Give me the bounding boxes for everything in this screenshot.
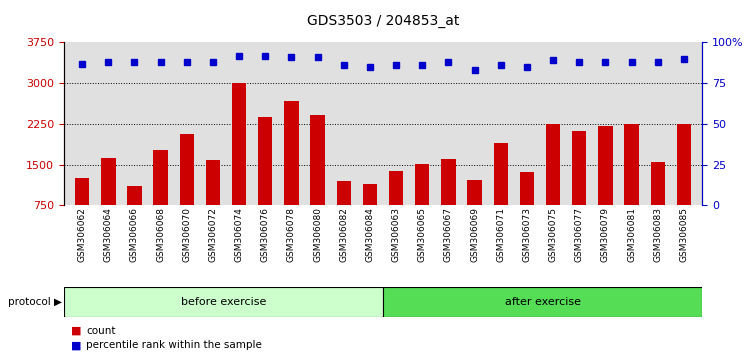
Text: before exercise: before exercise (181, 297, 266, 307)
Bar (493, 143, 508, 205)
Bar (310, 115, 324, 205)
Bar (599, 126, 613, 205)
Text: after exercise: after exercise (505, 297, 581, 307)
Bar (383, 287, 702, 317)
Bar (363, 184, 377, 205)
Bar (179, 134, 194, 205)
Bar (415, 164, 430, 205)
Bar (336, 182, 351, 205)
Bar (650, 162, 665, 205)
Text: count: count (86, 326, 116, 336)
Bar (624, 125, 639, 205)
Bar (520, 172, 534, 205)
Bar (389, 171, 403, 205)
Bar (284, 101, 299, 205)
Bar (127, 186, 142, 205)
Bar (467, 180, 482, 205)
Text: ■: ■ (71, 340, 82, 350)
Bar (546, 124, 560, 205)
Bar (677, 125, 691, 205)
Bar (75, 178, 89, 205)
Text: ■: ■ (71, 326, 82, 336)
Bar (101, 158, 116, 205)
Bar (206, 160, 220, 205)
Bar (232, 83, 246, 205)
Text: protocol ▶: protocol ▶ (8, 297, 62, 307)
Bar (442, 159, 456, 205)
Bar (572, 131, 587, 205)
Bar (153, 150, 167, 205)
Bar (258, 117, 273, 205)
Text: percentile rank within the sample: percentile rank within the sample (86, 340, 262, 350)
Bar (64, 287, 383, 317)
Text: GDS3503 / 204853_at: GDS3503 / 204853_at (307, 14, 459, 28)
